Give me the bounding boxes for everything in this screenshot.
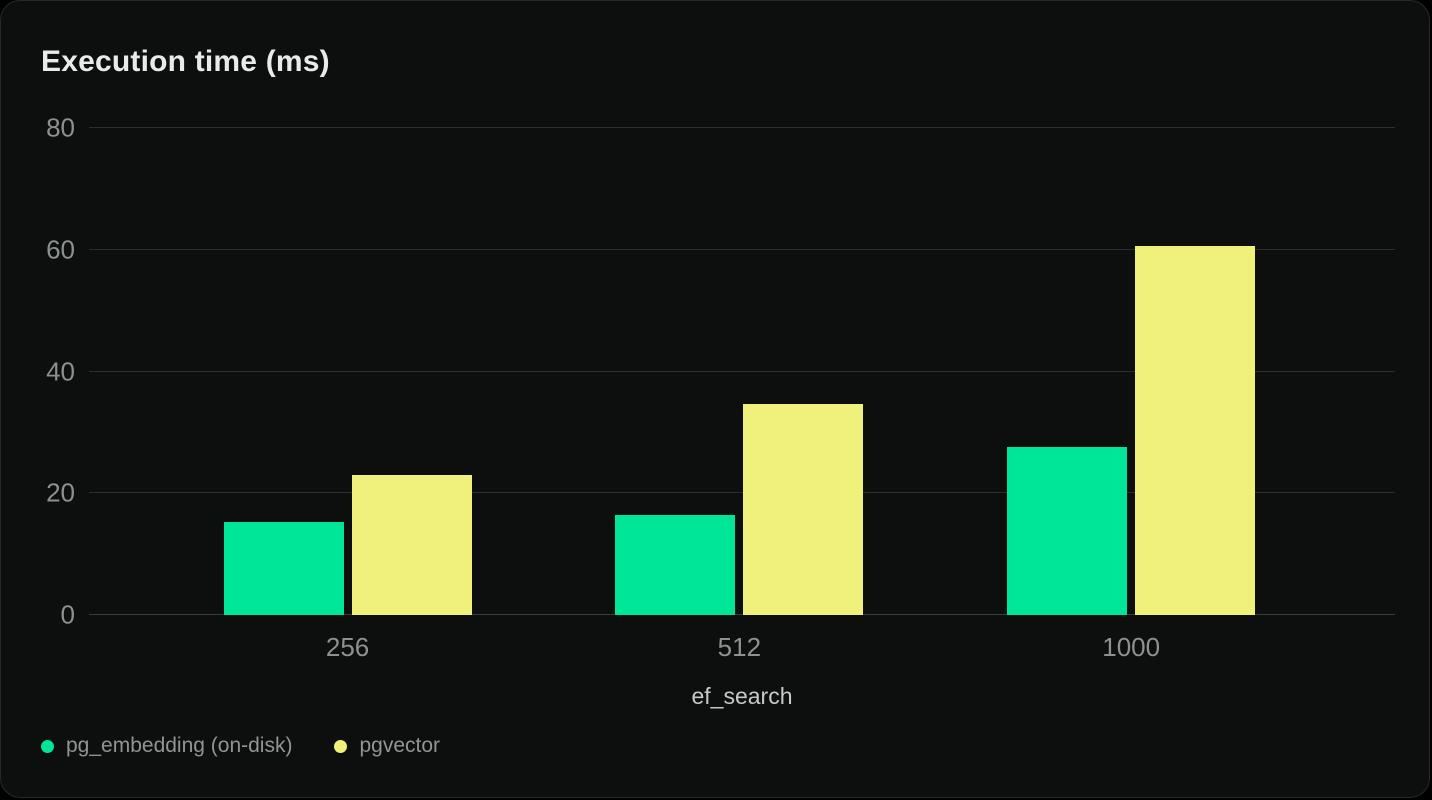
x-axis-ticks: 256 512 1000	[89, 632, 1395, 662]
gridline	[89, 614, 1395, 615]
x-tick-label: 256	[325, 632, 370, 662]
plot-area	[89, 127, 1395, 615]
y-tick-label: 40	[46, 356, 75, 386]
legend-label: pgvector	[359, 734, 441, 757]
x-tick-label: 1000	[1102, 632, 1161, 662]
x-axis-title: ef_search	[691, 683, 793, 709]
bar-pgvector-1000	[1135, 246, 1256, 615]
chart-title: Execution time (ms)	[41, 45, 330, 78]
y-tick-label: 20	[46, 477, 75, 508]
gridline	[89, 127, 1395, 128]
bar-pg-embedding-on-disk-256	[223, 522, 344, 615]
chart-legend: pg_embedding (on-disk) pgvector	[41, 734, 440, 758]
x-tick-label: 512	[717, 632, 762, 662]
bar-pgvector-256	[351, 475, 472, 615]
legend-label: pg_embedding (on-disk)	[66, 734, 293, 757]
legend-item: pgvector	[334, 734, 440, 758]
bar-group-512	[615, 128, 864, 615]
bar-group-1000	[1007, 128, 1256, 615]
y-axis-ticks: 0 20 40 60 80	[1, 113, 75, 630]
bar-group-256	[223, 128, 472, 615]
bar-pg-embedding-on-disk-1000	[1007, 447, 1128, 615]
gridline	[89, 248, 1395, 250]
y-tick-label: 60	[46, 234, 75, 265]
bar-pg-embedding-on-disk-512	[615, 514, 736, 615]
gridline	[89, 370, 1395, 372]
legend-dot-icon	[334, 739, 348, 753]
legend-dot-icon	[41, 739, 54, 753]
y-tick-label: 0	[60, 599, 75, 630]
gridline	[89, 492, 1395, 494]
legend-item: pg_embedding (on-disk)	[41, 734, 292, 758]
bar-pgvector-512	[743, 404, 864, 615]
y-tick-label: 80	[46, 112, 75, 143]
